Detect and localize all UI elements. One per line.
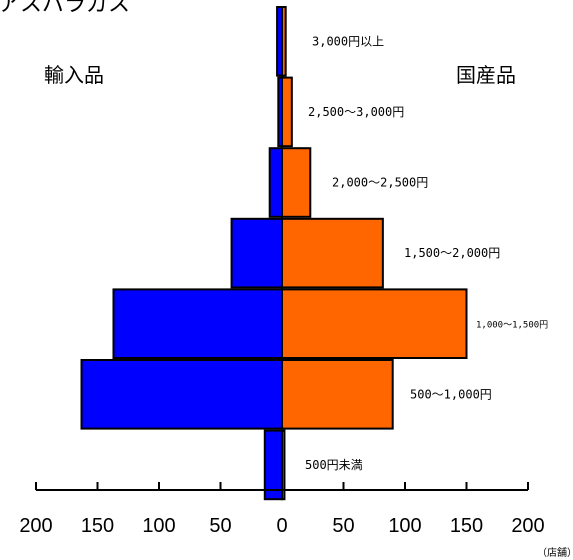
x-tick-label-0: 200 xyxy=(19,515,52,537)
x-tick-label-5: 50 xyxy=(332,515,354,537)
bar-imported-2 xyxy=(268,147,284,218)
bar-domestic-0 xyxy=(281,6,287,77)
x-tick-label-2: 100 xyxy=(142,515,175,537)
bar-domestic-1 xyxy=(281,76,293,148)
x-tick-label-6: 100 xyxy=(388,515,421,537)
category-label-3: 1,500～2,000円 xyxy=(404,246,500,260)
bar-domestic-5 xyxy=(281,359,394,430)
x-axis: 200 150 100 50 0 50 100 150 200 xyxy=(19,482,545,537)
bar-imported-6 xyxy=(263,429,283,501)
bar-domestic-4 xyxy=(281,288,468,359)
bar-imported-5 xyxy=(80,359,284,430)
x-tick-label-8: 200 xyxy=(511,515,544,537)
x-tick-label-3: 50 xyxy=(209,515,231,537)
x-tick-label-7: 150 xyxy=(450,515,483,537)
category-labels-group: 3,000円以上 2,500～3,000円 2,000～2,500円 1,500～2,… xyxy=(305,34,548,472)
category-label-1: 2,500～3,000円 xyxy=(308,105,404,119)
bar-domestic-3 xyxy=(281,217,384,289)
bars-group xyxy=(80,6,468,501)
category-label-6: 500円未満 xyxy=(305,458,363,472)
bar-domestic-2 xyxy=(281,147,312,218)
category-label-2: 2,000～2,500円 xyxy=(332,176,428,190)
category-label-5: 500～1,000円 xyxy=(410,387,492,401)
bar-domestic-6 xyxy=(281,429,286,501)
category-label-4: 1,000～1,500円 xyxy=(476,320,548,331)
category-label-0: 3,000円以上 xyxy=(312,34,384,48)
x-tick-label-4: 0 xyxy=(276,515,287,537)
unit-label: （店舗） xyxy=(537,546,573,559)
bar-imported-4 xyxy=(112,288,283,359)
bar-imported-3 xyxy=(230,217,284,289)
x-tick-label-1: 150 xyxy=(81,515,114,537)
chart-title: アスパラガス xyxy=(0,0,130,17)
right-series-label: 国産品 xyxy=(456,63,516,87)
left-series-label: 輸入品 xyxy=(44,63,104,87)
